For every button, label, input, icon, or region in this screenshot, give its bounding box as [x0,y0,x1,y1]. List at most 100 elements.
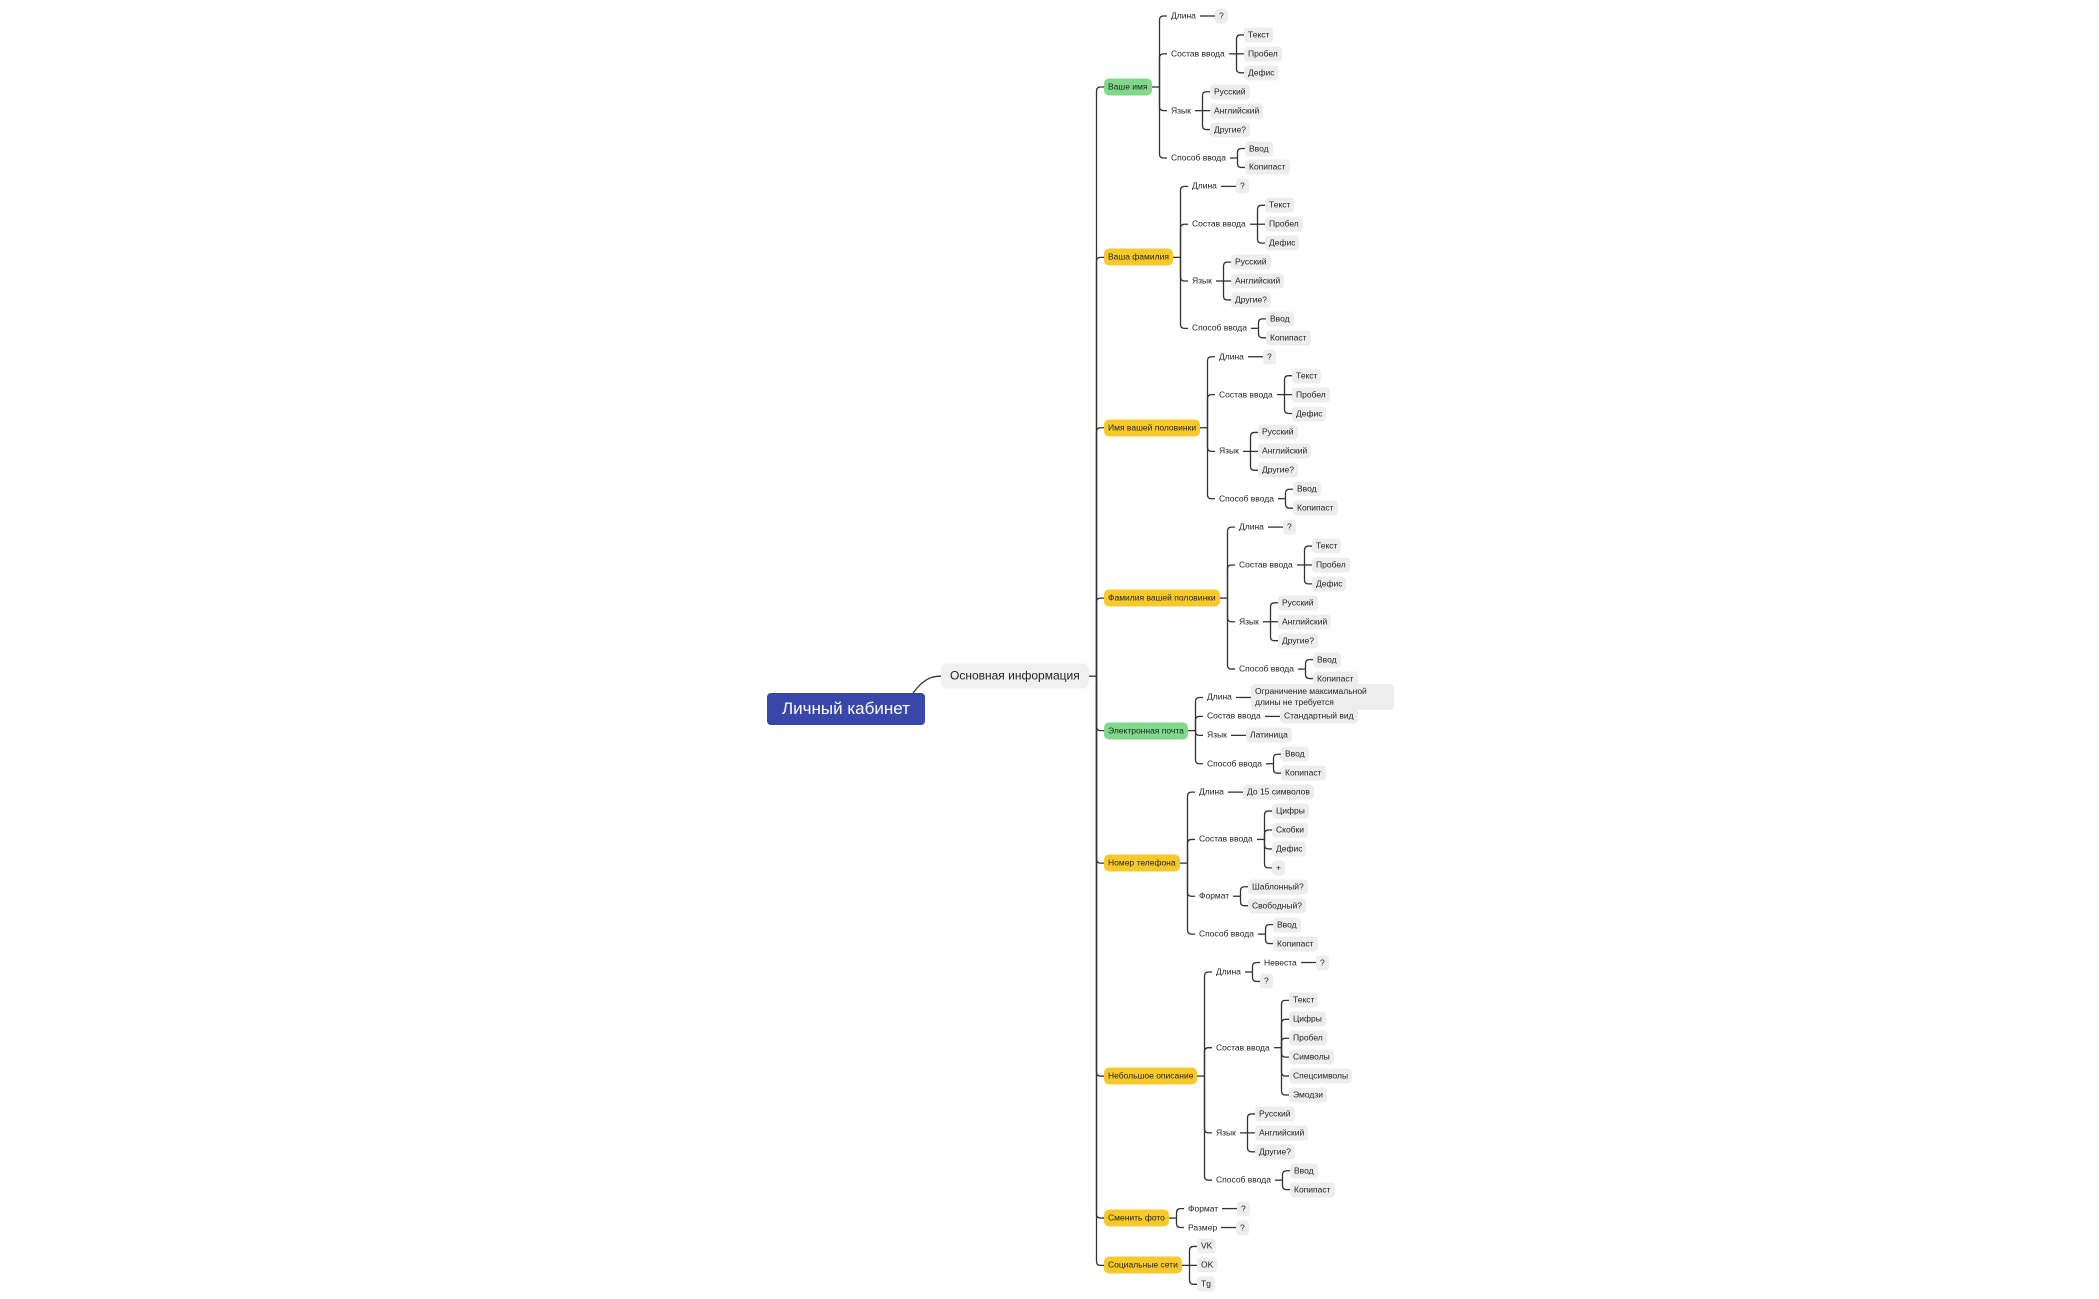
leaf-node: Русский [1210,84,1250,100]
topic-node: Сменить фото [1104,1209,1169,1227]
connector [1194,696,1203,731]
leaf-node: Пробел [1265,216,1303,232]
connector [1304,669,1313,680]
leaf-node: Символы [1289,1049,1334,1065]
leaf-node: ? [1236,1220,1249,1236]
connector [1284,488,1293,499]
connector [1264,923,1273,935]
connector [1280,1037,1289,1048]
connector [1194,730,1203,736]
leaf-node: ? [1263,349,1276,365]
branch-node: Язык [1239,616,1259,627]
connector [1158,86,1167,112]
branch-node: Язык [1216,1127,1236,1138]
branch-node: Язык [1219,445,1239,456]
connector [1226,598,1235,623]
leaf-node: Дефис [1312,576,1347,592]
connector [1272,753,1281,764]
branch-node: Невеста [1264,957,1297,967]
topic-node: Электронная почта [1104,722,1188,740]
connector [1158,86,1167,159]
connector [1263,839,1272,869]
leaf-node: Дефис [1265,235,1300,251]
connector [1303,564,1312,585]
connector [1249,431,1258,452]
branch-node: Язык [1207,729,1227,740]
leaf-node: Tg [1197,1276,1215,1292]
connector [1251,961,1260,972]
connector [1280,1047,1289,1058]
connector [1186,863,1195,935]
branch-node: Длина [1171,10,1196,21]
connector [1175,1218,1184,1229]
branch-node: Длина [1192,180,1217,191]
connector [1281,1170,1290,1181]
connector [1280,999,1289,1048]
connector [1303,545,1312,565]
connector [1249,451,1258,471]
connector [1257,328,1266,339]
leaf-node: Русский [1278,595,1318,611]
connector [1272,763,1281,774]
leaf-node: OK [1197,1257,1218,1273]
leaf-node: Ввод [1290,1163,1318,1179]
connector [1283,394,1292,415]
leaf-node: Стандартный вид [1280,708,1358,724]
leaf-node: Английский [1258,443,1312,459]
leaf-node: Пробел [1292,387,1330,403]
leaf-node: Копипаст [1313,671,1358,687]
connector [1235,53,1244,74]
leaf-node: Скобки [1272,822,1309,838]
branch-node: Состав ввода [1239,559,1293,570]
connector [1239,886,1248,897]
connector [1222,281,1231,301]
connector [1256,224,1265,244]
leaf-node: Пробел [1244,46,1282,62]
connector [1236,157,1245,169]
leaf-node: Ограничение максимальной длины не требуе… [1251,684,1394,711]
branch-node: Формат [1188,1203,1219,1214]
leaf-node: Текст [1289,992,1319,1008]
leaf-node: Текст [1292,368,1322,384]
leaf-node: Ввод [1281,746,1309,762]
connector [1280,1047,1289,1077]
connector [1257,318,1266,329]
branch-node: Длина [1239,521,1264,532]
leaf-node: ? [1260,973,1273,989]
leaf-node: Ввод [1273,917,1301,933]
leaf-node: Ввод [1245,141,1273,156]
connector [1095,676,1104,732]
leaf-node: ? [1237,1201,1250,1217]
leaf-node: Русский [1255,1106,1295,1122]
leaf-node: Текст [1265,197,1295,213]
leaf-node: ? [1236,178,1249,194]
leaf-node: Пробел [1289,1030,1327,1046]
branch-node: Формат [1199,890,1230,901]
connector [912,675,942,694]
branch-node: Состав ввода [1199,833,1253,844]
branch-node: Язык [1192,275,1212,286]
connector [1206,356,1215,428]
branch-node: Способ ввода [1199,928,1254,939]
connector [1158,53,1167,87]
connector [1175,1207,1184,1219]
topic-node: Имя вашей половинки [1104,419,1201,437]
leaf-node: Другие? [1210,122,1250,138]
connector [1280,1047,1289,1096]
connector [1304,658,1313,670]
leaf-node: Копипаст [1266,330,1311,346]
connector [1206,393,1215,428]
leaf-node: Латиница [1246,727,1292,743]
leaf-node: Дефис [1244,65,1279,81]
leaf-node: Цифры [1272,803,1309,819]
connector [1095,676,1104,1219]
connector [1095,597,1104,677]
leaf-node: Английский [1278,614,1332,630]
leaf-node: Спецсимволы [1289,1068,1353,1084]
topic-node: Ваше имя [1104,78,1152,96]
connector [1256,204,1265,225]
leaf-node: Другие? [1258,462,1298,478]
connector [1226,598,1235,670]
connector [1206,427,1215,500]
